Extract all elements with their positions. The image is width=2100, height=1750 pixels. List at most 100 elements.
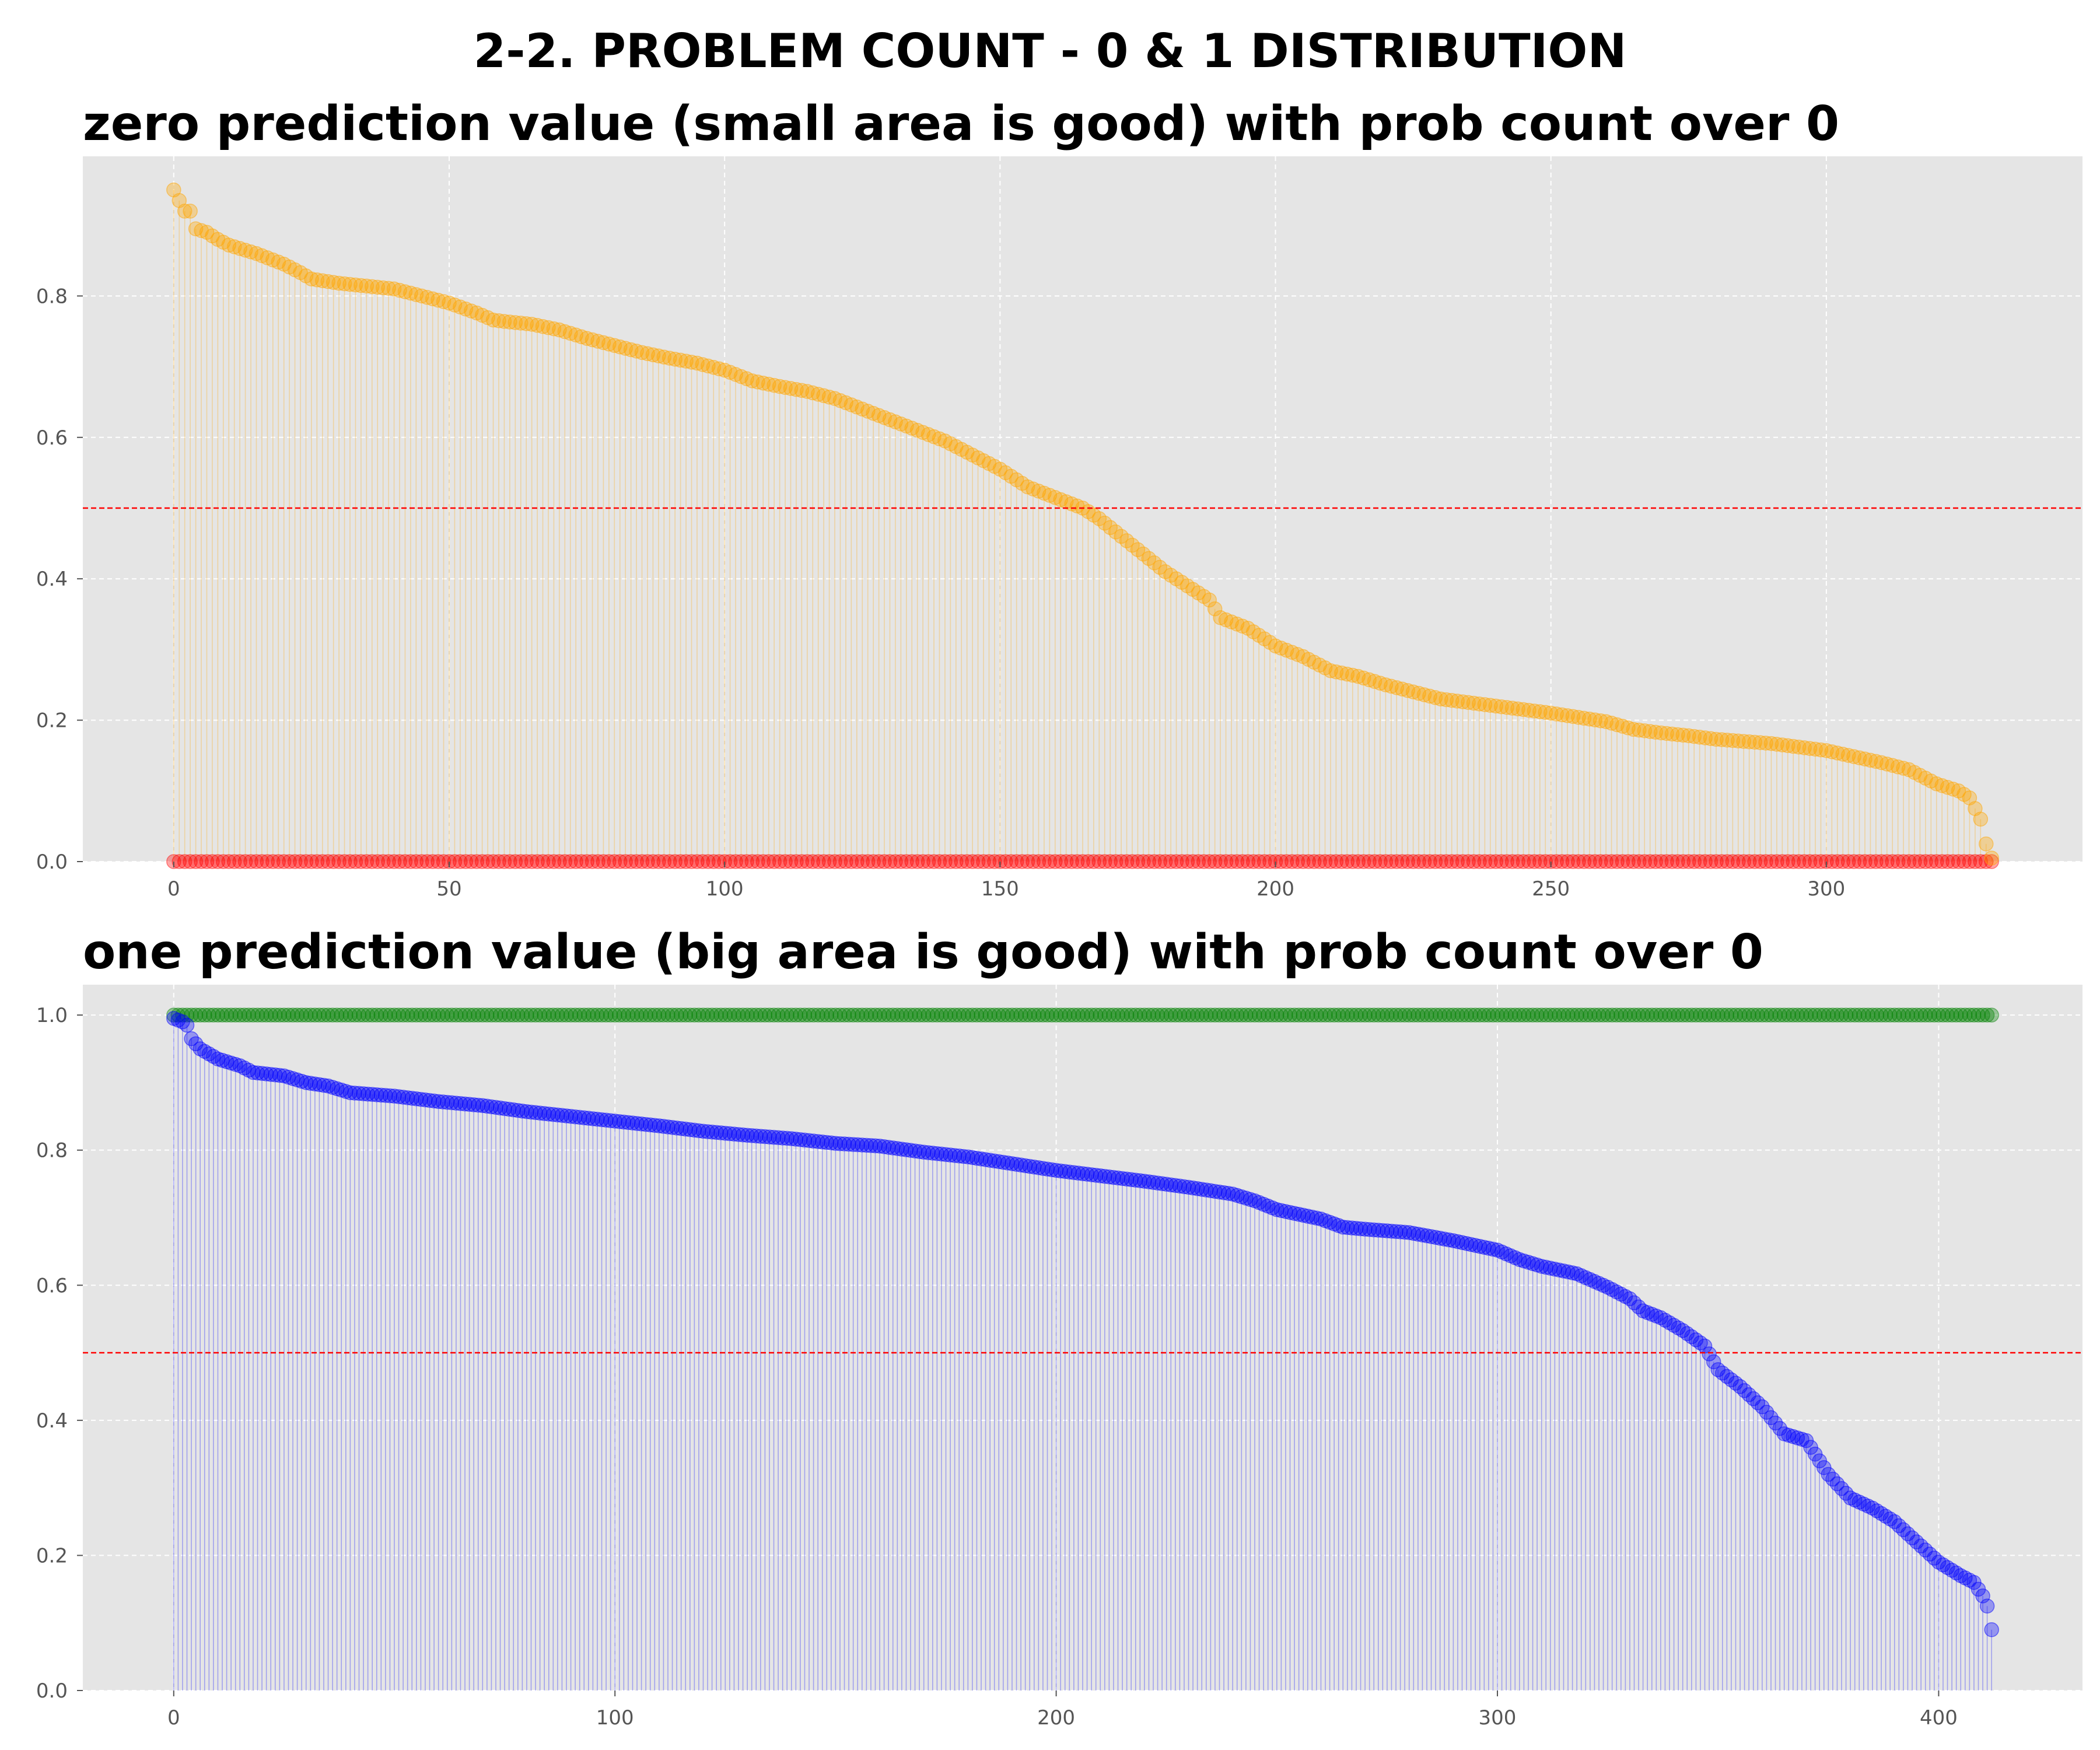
actual-point (1560, 1007, 1576, 1023)
actual-point (753, 1007, 768, 1023)
actual-point (1262, 854, 1278, 869)
prediction-point (634, 345, 650, 360)
actual-point (1869, 1007, 1885, 1023)
actual-point (1110, 1007, 1126, 1023)
actual-point (1483, 854, 1498, 869)
actual-point (1962, 854, 1978, 869)
actual-point (652, 1007, 667, 1023)
actual-point (1224, 854, 1239, 869)
actual-point (1499, 854, 1514, 869)
actual-point (1401, 1007, 1417, 1023)
actual-point (836, 1007, 852, 1023)
actual-point (1552, 1007, 1567, 1023)
actual-point (461, 1007, 477, 1023)
actual-point (793, 1007, 808, 1023)
actual-point (1031, 854, 1046, 869)
actual-point (1825, 1007, 1840, 1023)
actual-point (937, 854, 953, 869)
prediction-point (1328, 664, 1344, 680)
actual-point (254, 854, 270, 869)
actual-point (1901, 854, 1917, 869)
actual-point (735, 1007, 751, 1023)
prediction-point (315, 273, 330, 288)
actual-point (949, 854, 964, 869)
actual-point (1790, 1007, 1805, 1023)
actual-point (722, 854, 738, 869)
actual-point (943, 1007, 958, 1023)
actual-point (550, 1007, 565, 1023)
prediction-point (513, 316, 528, 331)
prediction-point (430, 292, 446, 308)
prediction-point (359, 278, 374, 294)
actual-point (1389, 854, 1405, 869)
prediction-point (1632, 722, 1647, 738)
prediction-point (662, 351, 677, 366)
prediction-point (568, 327, 583, 343)
x-tick-label: 250 (1532, 877, 1570, 901)
actual-point (1291, 1007, 1307, 1023)
actual-point (987, 854, 1002, 869)
actual-point (1538, 1007, 1553, 1023)
prediction-point (684, 355, 699, 370)
actual-point (382, 1007, 398, 1023)
actual-point (1755, 1007, 1770, 1023)
actual-point (1125, 854, 1140, 869)
actual-point (1212, 1007, 1227, 1023)
actual-point (1022, 1007, 1037, 1023)
actual-point (899, 854, 914, 869)
actual-point (876, 1007, 892, 1023)
actual-point (430, 854, 446, 869)
actual-point (1948, 1007, 1964, 1023)
actual-point (1400, 854, 1415, 869)
actual-point (1940, 1007, 1955, 1023)
prediction-point (414, 288, 429, 304)
actual-point (1335, 1007, 1351, 1023)
actual-point (1331, 1007, 1346, 1023)
actual-point (890, 1007, 905, 1023)
actual-point (1512, 1007, 1527, 1023)
prediction-point (1493, 699, 1509, 715)
actual-point (1565, 854, 1581, 869)
actual-point (1675, 1007, 1690, 1023)
actual-point (1282, 1007, 1298, 1023)
actual-point (276, 854, 292, 869)
actual-point (1582, 854, 1597, 869)
actual-point (373, 1007, 389, 1023)
actual-point (690, 854, 705, 869)
actual-point (800, 854, 815, 869)
actual-point (453, 1007, 468, 1023)
prediction-point (1543, 705, 1559, 721)
plot-area-zero (83, 156, 2082, 862)
prediction-point (1527, 704, 1542, 719)
actual-point (1093, 1007, 1108, 1023)
y-tick-label: 0.6 (36, 426, 68, 450)
actual-point (1635, 1007, 1651, 1023)
actual-point (845, 1007, 861, 1023)
prediction-point (1427, 690, 1443, 705)
actual-point (1821, 1007, 1836, 1023)
actual-point (1549, 854, 1564, 869)
actual-point (260, 854, 275, 869)
actual-point (1279, 854, 1294, 869)
actual-point (1218, 854, 1234, 869)
actual-point (771, 1007, 786, 1023)
actual-point (1759, 1007, 1774, 1023)
actual-point (1774, 854, 1790, 869)
actual-point (1780, 854, 1796, 869)
prediction-point (640, 346, 655, 362)
actual-point (832, 854, 848, 869)
prediction-point (590, 334, 606, 349)
actual-point (1273, 1007, 1289, 1023)
prediction-point (342, 276, 358, 292)
actual-point (647, 1007, 663, 1023)
actual-point (1213, 854, 1228, 869)
prediction-point (1598, 714, 1614, 729)
prediction-point (1504, 701, 1520, 716)
actual-point (1406, 1007, 1422, 1023)
prediction-point (524, 317, 540, 332)
actual-point (629, 1007, 645, 1023)
actual-point (572, 1007, 587, 1023)
prediction-point (1334, 665, 1349, 681)
prediction-point (1797, 740, 1812, 755)
actual-point (1269, 1007, 1284, 1023)
